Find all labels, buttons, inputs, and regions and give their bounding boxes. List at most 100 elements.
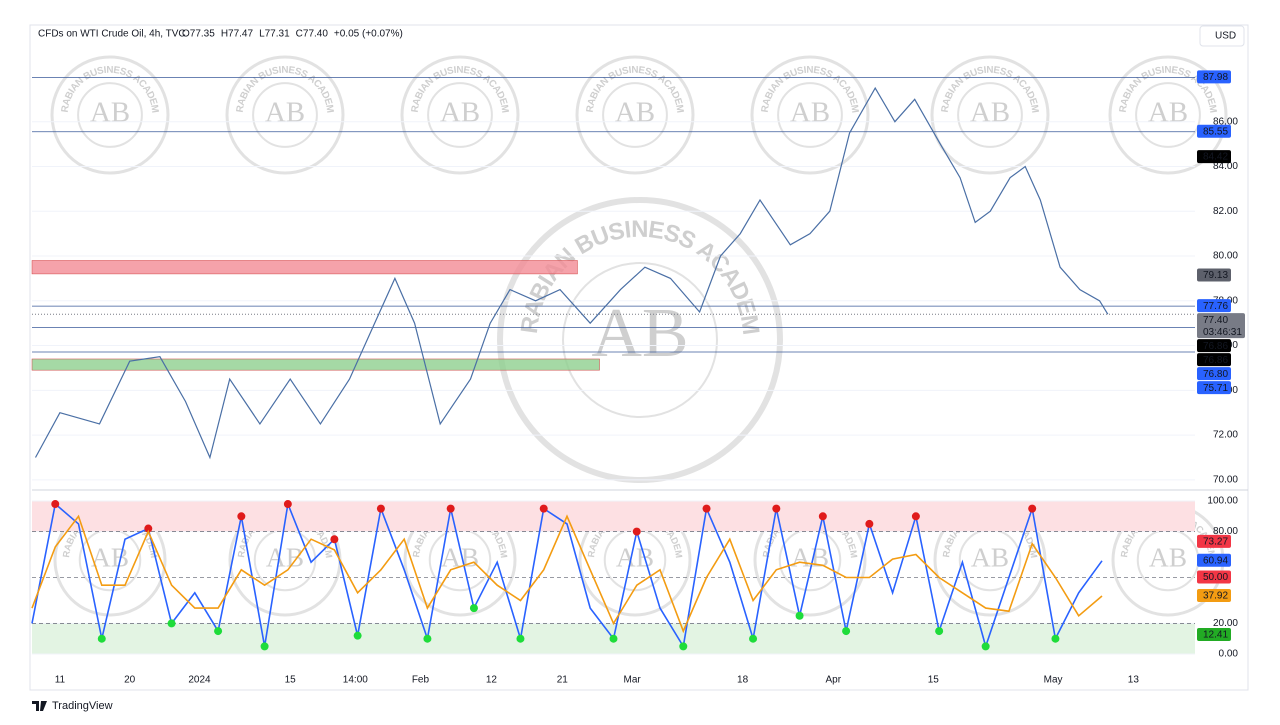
ohlc-value: L77.31 — [259, 29, 290, 40]
signal-dot — [260, 642, 269, 651]
y-tick-label: 20.00 — [1213, 618, 1238, 629]
watermark-name: ARABIAN BUSINESS ACADEMY — [0, 0, 1039, 559]
signal-dot — [632, 527, 641, 536]
watermark-ring — [750, 55, 870, 175]
y-tick-label: 86.00 — [1213, 116, 1238, 127]
series-line — [34, 86, 1109, 460]
signal-dot — [981, 642, 990, 651]
watermark-initials: AB — [265, 97, 305, 129]
signal-dot — [330, 535, 339, 544]
price-tag-label: 73.27 — [1203, 537, 1228, 548]
frame — [29, 24, 1249, 691]
watermark-name: ARABIAN BUSINESS ACADEMY — [0, 0, 1041, 114]
watermark-ring — [930, 55, 1050, 175]
price-tag-label: 12.41 — [1203, 630, 1228, 641]
watermark-initials: AB — [591, 295, 688, 372]
x-tick-label: May — [1044, 675, 1063, 686]
price-tag — [1197, 299, 1231, 313]
x-tick-label: Mar — [623, 675, 641, 686]
price-tag — [1197, 313, 1245, 339]
watermark-ring — [777, 82, 843, 148]
watermark-ring — [1108, 55, 1228, 175]
x-tick-label: 20 — [124, 675, 136, 686]
price-tag — [1197, 70, 1231, 84]
ohlc: O77.35 H77.47 L77.31 C77.40 +0.05 (+0.07%) — [182, 29, 403, 40]
ohlc-value: C77.40 — [296, 29, 329, 40]
watermark-ring — [575, 55, 695, 175]
price-tag-label: 77.76 — [1203, 301, 1228, 312]
signal-dot — [749, 634, 758, 643]
zone — [31, 260, 578, 275]
watermark-initials: AB — [1148, 97, 1188, 129]
signal-dot — [1028, 504, 1037, 513]
signal-dot — [702, 504, 711, 513]
price-tag-label: 85.55 — [1203, 126, 1228, 137]
price-tag — [1197, 381, 1231, 395]
currency-box — [1199, 25, 1245, 47]
y-tick-label: 70.00 — [1213, 474, 1238, 485]
signal-dot — [1051, 634, 1060, 643]
y-tick-label: 100.00 — [1207, 496, 1238, 507]
price-tag-label: 37.92 — [1203, 591, 1228, 602]
watermark-name: ARABIAN BUSINESS ACADEMY — [0, 0, 764, 337]
zone — [31, 358, 600, 371]
price-tag-label: 79.13 — [1203, 270, 1228, 281]
signal-dot — [353, 631, 362, 640]
x-tick-label: 21 — [557, 675, 569, 686]
price-tag — [1197, 268, 1231, 282]
countdown: 03:46:31 — [1203, 327, 1242, 338]
price-tag — [1197, 570, 1231, 584]
watermark-ring — [602, 82, 668, 148]
y-tick-label: 72.00 — [1213, 430, 1238, 441]
watermark-initials: AB — [440, 97, 480, 129]
price-tag-label: 77.40 — [1203, 315, 1228, 326]
brand-logo — [32, 701, 47, 711]
watermark-ring — [957, 82, 1023, 148]
watermark-name: ARABIAN BUSINESS ACADEMY — [0, 0, 1041, 114]
watermark-ring — [562, 262, 718, 418]
watermark-initials: AB — [791, 541, 829, 572]
x-tick-label: 15 — [928, 675, 940, 686]
signal-dot — [772, 504, 781, 513]
signal-dot — [516, 634, 525, 643]
x-tick-label: 13 — [1128, 675, 1140, 686]
price-tag — [1197, 534, 1231, 548]
watermark-ring — [1135, 82, 1201, 148]
signal-dot — [237, 512, 246, 521]
price-tag-label: 60.94 — [1203, 555, 1228, 566]
price-tag — [1197, 353, 1231, 367]
signal-dot — [214, 627, 223, 636]
band — [32, 500, 1195, 532]
x-tick-label: Feb — [412, 675, 430, 686]
price-tag-label: 75.71 — [1203, 383, 1228, 394]
signal-dot — [51, 500, 60, 509]
x-tick-label: 12 — [486, 675, 498, 686]
price-tag-label: 50.00 — [1203, 572, 1228, 583]
price-tag — [1197, 339, 1231, 353]
ohlc-value: +0.05 (+0.07%) — [334, 29, 403, 40]
signal-dot — [818, 512, 827, 521]
signal-dot — [469, 604, 478, 613]
currency: USD — [1215, 31, 1236, 42]
x-tick-label: Apr — [826, 675, 842, 686]
watermark-name: ARABIAN BUSINESS ACADEMY — [0, 0, 1039, 559]
y-tick-label: 0.00 — [1219, 649, 1239, 660]
symbol-title: CFDs on WTI Crude Oil, 4h, TVC — [38, 29, 186, 40]
watermark-initials: AB — [615, 97, 655, 129]
series-line — [31, 514, 1103, 634]
signal-dot — [842, 627, 851, 636]
price-tag — [1197, 628, 1231, 642]
y-tick-label: 82.00 — [1213, 206, 1238, 217]
watermark-initials: AB — [971, 541, 1009, 572]
x-tick-label: 14:00 — [343, 675, 368, 686]
series-line — [31, 501, 1103, 650]
watermark-ring — [50, 55, 170, 175]
watermark-ring — [400, 55, 520, 175]
signal-dot — [935, 627, 944, 636]
signal-dot — [865, 519, 874, 528]
signal-dot — [609, 634, 618, 643]
price-tag-label: 76.86 — [1203, 355, 1228, 366]
watermark-initials: AB — [970, 97, 1010, 129]
signal-dot — [144, 524, 153, 533]
y-tick-label: 80.00 — [1213, 526, 1238, 537]
